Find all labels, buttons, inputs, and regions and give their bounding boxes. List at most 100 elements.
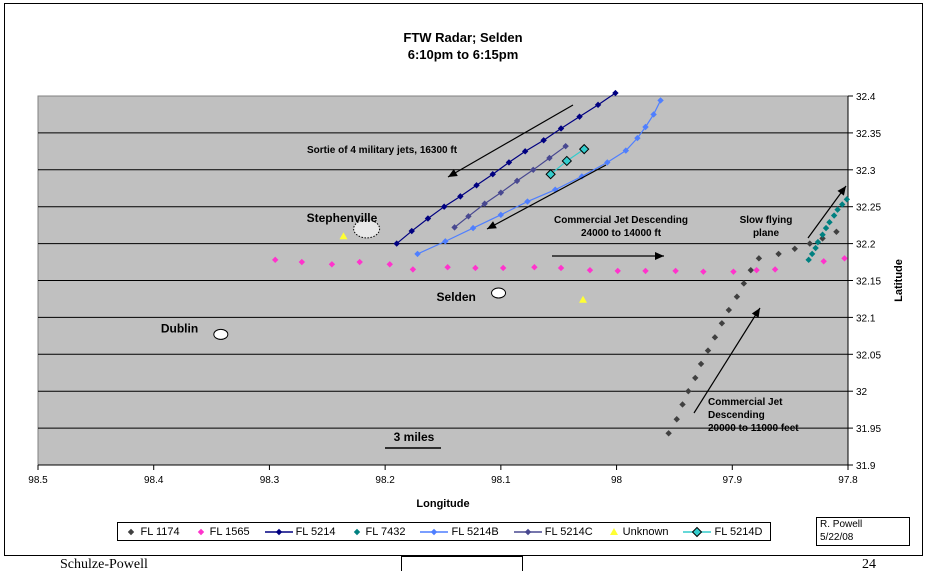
- data-point: [704, 347, 712, 354]
- data-point: [328, 261, 336, 268]
- data-point: [557, 125, 565, 132]
- annotation-text: Slow flying: [740, 215, 793, 226]
- annotation-sortie: Sortie of 4 military jets, 16300 ft: [307, 145, 458, 156]
- data-point: [546, 154, 553, 162]
- credit-name: R. Powell: [820, 519, 863, 530]
- x-tick-label: 97.8: [838, 475, 858, 486]
- legend-swatch: [609, 527, 618, 535]
- data-point: [841, 255, 848, 262]
- x-tick-label: 97.9: [723, 475, 743, 486]
- data-point: [408, 227, 415, 235]
- data-point: [440, 203, 448, 210]
- series-fl-5214b: [414, 97, 664, 258]
- arrow-shaft: [693, 307, 761, 414]
- legend-marker: [609, 527, 618, 535]
- place-label: Dublin: [161, 321, 198, 335]
- y-tick-label: 31.9: [856, 461, 876, 472]
- data-point: [481, 200, 488, 207]
- legend-marker: [431, 528, 438, 535]
- arrow-slow-ne: [807, 185, 847, 239]
- data-point: [755, 255, 763, 262]
- legend-swatch: [683, 526, 712, 537]
- x-tick-label: 98.4: [144, 475, 164, 486]
- data-point: [545, 169, 556, 180]
- legend-item: FL 5214: [264, 525, 336, 538]
- legend-marker: [197, 528, 204, 535]
- arrow-sortie-nw: [447, 104, 574, 178]
- y-tick-label: 32.25: [856, 203, 881, 214]
- legend-label: FL 5214: [295, 525, 336, 538]
- data-point: [753, 266, 760, 274]
- data-point: [465, 213, 472, 220]
- legend-marker: [275, 528, 282, 535]
- data-point: [791, 245, 798, 252]
- data-point: [530, 166, 537, 173]
- data-point: [812, 244, 819, 252]
- data-point: [499, 264, 507, 272]
- legend-label: Unknown: [622, 525, 669, 538]
- series-fl-1174: [665, 228, 840, 437]
- data-point: [414, 250, 421, 258]
- annotation-text: Commercial Jet: [708, 397, 783, 408]
- place-label: Stephenville: [307, 211, 378, 225]
- data-point: [692, 374, 699, 382]
- place-label: Selden: [437, 290, 476, 304]
- legend-marker: [524, 528, 531, 535]
- data-point: [814, 238, 822, 246]
- credit-box: R. Powell 5/22/08: [816, 517, 910, 546]
- legend-label: FL 5214B: [451, 525, 499, 538]
- annotation-text: plane: [753, 228, 780, 239]
- data-point: [834, 206, 841, 213]
- x-tick-label: 98: [611, 475, 623, 486]
- arrow-commercial-east: [552, 252, 664, 260]
- place-marker: [213, 328, 229, 340]
- place-stephenville: Stephenville: [307, 211, 381, 239]
- legend-marker: [353, 528, 360, 535]
- data-point: [442, 238, 449, 245]
- y-tick-label: 31.95: [856, 424, 881, 435]
- data-point: [409, 266, 417, 273]
- data-point: [557, 264, 565, 272]
- data-point: [524, 198, 531, 205]
- legend-marker: [692, 526, 703, 537]
- arrow-shaft: [486, 164, 607, 230]
- annotation-scale: 3 miles: [394, 430, 435, 444]
- data-point: [505, 159, 513, 166]
- data-point: [806, 240, 814, 247]
- data-point: [561, 155, 573, 167]
- data-point: [562, 142, 569, 150]
- legend-swatch: [420, 528, 449, 535]
- data-point: [634, 134, 641, 142]
- data-point: [393, 240, 400, 247]
- data-point: [672, 267, 679, 275]
- data-point: [612, 89, 619, 97]
- data-point: [808, 250, 816, 258]
- data-point: [472, 264, 479, 272]
- legend-item: FL 5214B: [420, 525, 499, 538]
- chart-title: FTW Radar; Selden: [403, 30, 523, 45]
- data-point: [819, 235, 826, 242]
- data-point: [657, 97, 664, 104]
- series-fl-5214d: [545, 143, 590, 180]
- data-point: [444, 264, 451, 271]
- y-tick-label: 32.4: [856, 92, 876, 103]
- legend-marker: [128, 528, 135, 535]
- data-point: [820, 258, 827, 265]
- place-marker: [491, 287, 507, 299]
- chart-subtitle: 6:10pm to 6:15pm: [407, 47, 519, 62]
- data-point: [614, 267, 621, 275]
- data-point: [725, 306, 733, 314]
- data-point: [594, 101, 602, 109]
- data-point: [805, 256, 812, 264]
- legend-item: FL 5214D: [683, 526, 762, 538]
- legend-item: FL 1174: [125, 526, 180, 538]
- annotation-text: 24000 to 14000 ft: [581, 228, 662, 239]
- x-axis-label: Longitude: [416, 498, 469, 510]
- legend-label: FL 1565: [209, 525, 250, 538]
- data-point: [531, 264, 538, 271]
- y-axis-label: Latitude: [893, 259, 905, 302]
- data-point: [272, 256, 279, 264]
- arrow-head: [655, 252, 664, 260]
- legend-label: FL 7432: [365, 525, 406, 538]
